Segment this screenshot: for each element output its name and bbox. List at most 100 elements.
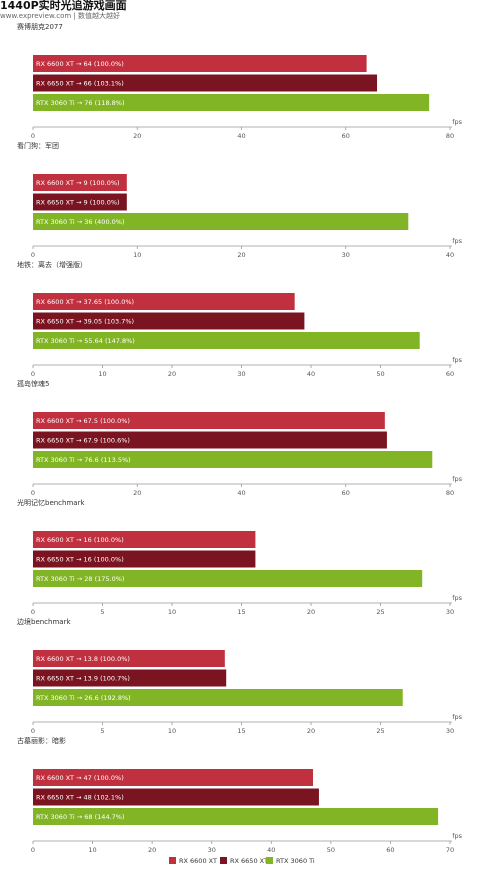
x-tick-label: 30 bbox=[446, 727, 454, 735]
x-axis-unit: fps bbox=[452, 356, 462, 364]
bar-rx6650xt bbox=[33, 788, 319, 806]
bar-rx6600xt bbox=[33, 55, 367, 72]
chart-panel-5: 光明记忆benchmark 0 5 10 15 20 25 30 fps RX 6600 XT →… bbox=[17, 498, 463, 616]
x-tick-label: 0 bbox=[31, 370, 35, 378]
x-tick-label: 60 bbox=[446, 370, 454, 378]
x-tick-label: 0 bbox=[31, 489, 35, 497]
x-tick-label: 10 bbox=[98, 370, 106, 378]
bar-rtx3060ti bbox=[33, 451, 433, 468]
chart-panel-3: 地铁：离去（增强版） 0 10 20 30 40 50 60 fps RX 6600 XT → 3… bbox=[17, 260, 463, 378]
x-axis-unit: fps bbox=[452, 713, 462, 721]
x-tick-label: 15 bbox=[237, 727, 245, 735]
bar-label: RX 6650 XT → 67.9 (100.6%) bbox=[36, 436, 130, 444]
chart-panel-7: 古墓丽影：暗影 0 10 20 30 40 50 60 70 fps RX 6600 XT → 47… bbox=[17, 736, 463, 854]
bar-rx6600xt bbox=[33, 174, 127, 191]
x-tick-label: 30 bbox=[237, 370, 245, 378]
panel-title: 古墓丽影：暗影 bbox=[17, 736, 66, 745]
bar-label: RX 6650 XT → 39.05 (103.7%) bbox=[36, 317, 134, 325]
bar-label: RTX 3060 Ti → 76.6 (113.5%) bbox=[36, 456, 131, 464]
bar-rx6650xt bbox=[33, 669, 227, 687]
panel-title: 看门狗：军团 bbox=[17, 141, 59, 150]
x-tick-label: 60 bbox=[342, 489, 350, 497]
bar-rx6650xt bbox=[33, 550, 256, 568]
bar-rtx3060ti bbox=[33, 332, 420, 349]
x-tick-label: 40 bbox=[237, 132, 245, 140]
x-tick-label: 0 bbox=[31, 846, 35, 854]
bar-label: RX 6600 XT → 67.5 (100.0%) bbox=[36, 417, 130, 425]
x-axis-unit: fps bbox=[452, 832, 462, 840]
bar-label: RTX 3060 Ti → 76 (118.8%) bbox=[36, 99, 125, 107]
x-tick-label: 25 bbox=[376, 608, 384, 616]
legend-swatch-rx6650xt bbox=[220, 857, 227, 864]
x-tick-label: 50 bbox=[327, 846, 335, 854]
x-tick-label: 20 bbox=[148, 846, 156, 854]
x-tick-label: 5 bbox=[100, 727, 104, 735]
x-tick-label: 20 bbox=[133, 132, 141, 140]
x-tick-label: 10 bbox=[168, 727, 176, 735]
bar-rtx3060ti bbox=[33, 94, 430, 111]
x-tick-label: 40 bbox=[446, 251, 454, 259]
x-tick-label: 20 bbox=[133, 489, 141, 497]
x-tick-label: 70 bbox=[446, 846, 454, 854]
x-tick-label: 10 bbox=[88, 846, 96, 854]
bar-label: RX 6600 XT → 64 (100.0%) bbox=[36, 60, 124, 68]
x-tick-label: 30 bbox=[342, 251, 350, 259]
x-tick-label: 5 bbox=[100, 608, 104, 616]
bar-rx6600xt bbox=[33, 769, 313, 786]
bar-rx6600xt bbox=[33, 531, 256, 548]
x-tick-label: 60 bbox=[342, 132, 350, 140]
chart-panel-1: 赛博朋克2077 0 20 40 60 80 fps RX 6600 XT → 64 (100… bbox=[17, 22, 463, 140]
bar-rtx3060ti bbox=[33, 213, 409, 230]
bar-label: RX 6600 XT → 37.65 (100.0%) bbox=[36, 298, 134, 306]
panel-title: 地铁：离去（增强版） bbox=[17, 260, 87, 269]
x-tick-label: 80 bbox=[446, 132, 454, 140]
x-tick-label: 10 bbox=[168, 608, 176, 616]
bar-label: RX 6650 XT → 48 (102.1%) bbox=[36, 793, 124, 801]
legend-label: RTX 3060 Ti bbox=[276, 857, 315, 865]
bar-label: RX 6650 XT → 66 (103.1%) bbox=[36, 79, 124, 87]
legend-label: RX 6650 XT bbox=[230, 857, 268, 865]
bar-label: RX 6650 XT → 9 (100.0%) bbox=[36, 198, 120, 206]
chart-panels: 赛博朋克2077 0 20 40 60 80 fps RX 6600 XT → 64 (100… bbox=[17, 22, 463, 854]
x-tick-label: 0 bbox=[31, 251, 35, 259]
x-tick-label: 10 bbox=[133, 251, 141, 259]
x-tick-label: 30 bbox=[446, 608, 454, 616]
legend-label: RX 6600 XT bbox=[179, 857, 217, 865]
page-title: 1440P实时光追游戏画面 bbox=[0, 0, 127, 12]
bar-label: RTX 3060 Ti → 28 (175.0%) bbox=[36, 575, 125, 583]
x-tick-label: 50 bbox=[376, 370, 384, 378]
x-tick-label: 20 bbox=[237, 251, 245, 259]
bar-rx6600xt bbox=[33, 293, 295, 310]
bar-label: RTX 3060 Ti → 55.64 (147.8%) bbox=[36, 337, 135, 345]
x-axis-unit: fps bbox=[452, 118, 462, 126]
x-tick-label: 15 bbox=[237, 608, 245, 616]
bar-rx6650xt bbox=[33, 431, 387, 449]
legend: RX 6600 XT RX 6650 XT RTX 3060 Ti bbox=[169, 857, 315, 865]
panel-title: 赛博朋克2077 bbox=[17, 22, 63, 31]
panel-title: 孤岛惊魂5 bbox=[17, 379, 49, 388]
bar-rx6650xt bbox=[33, 312, 305, 330]
x-tick-label: 20 bbox=[307, 727, 315, 735]
bar-rx6650xt bbox=[33, 74, 378, 92]
bar-label: RX 6650 XT → 13.9 (100.7%) bbox=[36, 674, 130, 682]
x-tick-label: 0 bbox=[31, 727, 35, 735]
x-tick-label: 40 bbox=[307, 370, 315, 378]
chart-panel-6: 边境benchmark 0 5 10 15 20 25 30 fps RX 6600 XT → 1… bbox=[17, 617, 463, 735]
x-tick-label: 25 bbox=[376, 727, 384, 735]
x-tick-label: 40 bbox=[267, 846, 275, 854]
x-tick-label: 40 bbox=[237, 489, 245, 497]
legend-swatch-rx6600xt bbox=[169, 857, 176, 864]
panel-title: 光明记忆benchmark bbox=[17, 498, 85, 507]
bar-label: RX 6600 XT → 16 (100.0%) bbox=[36, 536, 124, 544]
bar-label: RX 6650 XT → 16 (100.0%) bbox=[36, 555, 124, 563]
x-tick-label: 60 bbox=[386, 846, 394, 854]
bar-label: RTX 3060 Ti → 68 (144.7%) bbox=[36, 813, 125, 821]
chart-panel-4: 孤岛惊魂5 0 20 40 60 80 fps RX 6600 XT → 67.5 (100.… bbox=[17, 379, 463, 497]
bar-label: RX 6600 XT → 9 (100.0%) bbox=[36, 179, 120, 187]
x-axis-unit: fps bbox=[452, 594, 462, 602]
bar-rtx3060ti bbox=[33, 689, 403, 706]
bar-rtx3060ti bbox=[33, 570, 423, 587]
legend-swatch-rtx3060ti bbox=[266, 857, 273, 864]
